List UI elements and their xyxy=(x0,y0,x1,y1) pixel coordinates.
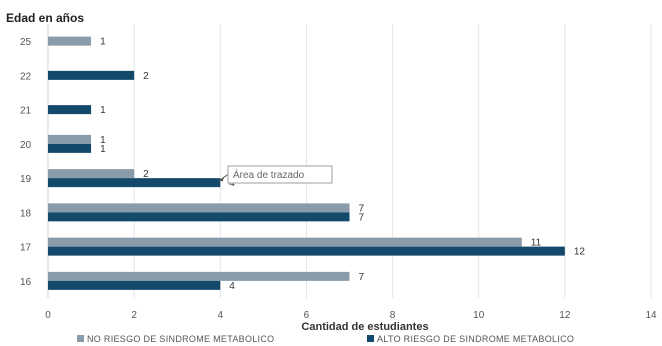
y-tick-label: 22 xyxy=(20,71,32,82)
data-label: 7 xyxy=(359,272,365,283)
y-axis-title: Edad en años xyxy=(6,11,84,25)
callout-text: Área de trazado xyxy=(233,168,305,181)
data-label: 2 xyxy=(143,169,149,180)
y-tick-label: 17 xyxy=(20,243,32,254)
x-tick-label: 10 xyxy=(473,310,485,321)
data-label: 4 xyxy=(229,281,235,292)
data-label: 1 xyxy=(100,37,106,48)
data-label: 7 xyxy=(359,212,365,223)
y-tick-label: 25 xyxy=(20,37,32,48)
x-tick-label: 8 xyxy=(390,310,396,321)
callout-arrowhead xyxy=(218,177,224,182)
x-tick-label: 4 xyxy=(218,310,224,321)
plot-area-callout: Área de trazado xyxy=(227,165,333,184)
y-tick-label: 18 xyxy=(20,208,32,219)
bar xyxy=(48,178,221,188)
callout-box xyxy=(227,165,333,184)
x-tick-label: 12 xyxy=(559,310,571,321)
x-axis-title: Cantidad de estudiantes xyxy=(301,321,428,333)
bar xyxy=(48,169,135,179)
x-tick-label: 14 xyxy=(645,310,657,321)
x-tick-label: 2 xyxy=(131,310,137,321)
y-tick-label: 20 xyxy=(20,140,32,151)
data-label: 1 xyxy=(100,105,106,116)
legend-label: ALTO RIESGO DE SINDROME METABOLICO xyxy=(377,334,574,344)
data-label: 7 xyxy=(359,203,365,214)
gridlines xyxy=(47,24,652,298)
legend-label: NO RIESGO DE SINDROME METABOLICO xyxy=(87,334,274,344)
data-label: 2 xyxy=(143,71,149,82)
bar xyxy=(48,280,221,290)
x-tick-labels: 0 2 4 6 8 10 12 14 xyxy=(45,310,657,321)
bar xyxy=(48,203,350,213)
data-label: 4 xyxy=(229,178,235,189)
bar xyxy=(48,105,92,115)
y-tick-label: 16 xyxy=(20,277,32,288)
bar xyxy=(48,212,350,222)
bar xyxy=(48,134,92,144)
legend: NO RIESGO DE SINDROME METABOLICO ALTO RIE… xyxy=(77,334,574,344)
y-tick-label: 21 xyxy=(20,106,32,117)
data-label: 12 xyxy=(574,247,586,258)
legend-swatch xyxy=(367,335,374,342)
data-label: 1 xyxy=(100,144,106,155)
bars xyxy=(48,36,565,290)
bar xyxy=(48,143,92,153)
bar xyxy=(48,36,92,46)
bar xyxy=(48,246,565,256)
data-label: 11 xyxy=(531,238,542,249)
x-tick-label: 6 xyxy=(304,310,310,321)
bar xyxy=(48,237,522,247)
data-label: 1 xyxy=(100,135,106,146)
x-tick-label: 0 xyxy=(45,310,51,321)
legend-swatch xyxy=(77,335,84,342)
bar xyxy=(48,271,350,281)
y-tick-label: 19 xyxy=(20,174,32,185)
y-tick-labels: 25 22 21 20 19 18 17 16 xyxy=(20,37,32,288)
bar xyxy=(48,70,135,80)
